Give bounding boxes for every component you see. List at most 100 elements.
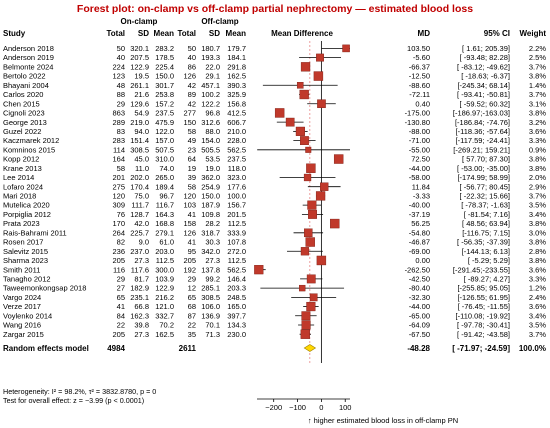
- on-clamp-sd: 182.9: [130, 284, 149, 293]
- x-tick-label: −200: [265, 403, 282, 412]
- off-clamp-mean: 100.0: [227, 192, 246, 201]
- off-clamp-mean: 248.5: [227, 293, 246, 302]
- on-clamp-mean: 203.0: [155, 247, 174, 256]
- off-clamp-sd: 318.7: [201, 228, 220, 237]
- off-clamp-total: 35: [188, 330, 196, 339]
- on-clamp-total: 27: [117, 284, 125, 293]
- study-label: Anderson 2019: [3, 53, 54, 62]
- study-label: Anderson 2018: [3, 44, 54, 53]
- study-label: Mutelica 2020: [3, 201, 50, 210]
- study-md: -46.87: [409, 238, 430, 247]
- off-clamp-sd: 88.0: [205, 127, 220, 136]
- off-clamp-sd: 30.3: [205, 238, 220, 247]
- on-clamp-sd: 207.5: [130, 53, 149, 62]
- on-clamp-sd: 94.0: [134, 127, 149, 136]
- study-md: -32.30: [409, 293, 430, 302]
- study-weight: 3.7%: [529, 90, 546, 99]
- on-clamp-mean: 157.2: [155, 99, 174, 108]
- off-clamp-sd: 99.2: [205, 275, 220, 284]
- study-ci: [ -76.45; -11.55]: [458, 302, 510, 311]
- off-clamp-total: 41: [188, 238, 196, 247]
- off-clamp-mean: 118.0: [228, 164, 246, 173]
- study-md: -55.00: [409, 145, 430, 154]
- study-weight: 2.2%: [529, 44, 546, 53]
- study-label: Chen 2015: [3, 99, 40, 108]
- study-md: -58.00: [409, 173, 430, 182]
- off-clamp-mean: 397.7: [227, 311, 246, 320]
- study-weight: 3.4%: [529, 311, 546, 320]
- on-clamp-sd: 170.4: [130, 182, 149, 191]
- off-clamp-total: 89: [188, 90, 196, 99]
- on-clamp-mean: 225.4: [155, 62, 174, 71]
- on-clamp-sd: 117.6: [131, 265, 149, 274]
- on-clamp-sd: 225.7: [130, 228, 149, 237]
- study-label: Verze 2017: [3, 302, 41, 311]
- on-clamp-sd: 237.0: [130, 247, 149, 256]
- off-clamp-mean: 606.7: [227, 118, 246, 127]
- study-md: -175.00: [405, 109, 430, 118]
- off-clamp-sd: 100.2: [201, 90, 220, 99]
- study-weight: 3.4%: [529, 210, 546, 219]
- header-on-clamp: On-clamp: [121, 17, 158, 26]
- off-clamp-total: 40: [188, 53, 196, 62]
- study-ci: [-110.08; -19.92]: [456, 311, 510, 320]
- effect-box: [305, 237, 315, 247]
- effect-box: [316, 53, 324, 62]
- on-clamp-sd: 219.0: [130, 118, 149, 127]
- off-clamp-mean: 156.7: [227, 201, 246, 210]
- off-clamp-sd: 254.9: [201, 182, 220, 191]
- on-clamp-sd: 202.0: [130, 173, 149, 182]
- study-label: Komninos 2015: [3, 145, 55, 154]
- study-label: Rais-Bahrami 2011: [3, 228, 67, 237]
- study-ci: [-126.55; 61.95]: [457, 293, 510, 302]
- study-label: George 2013: [3, 118, 47, 127]
- effect-box: [299, 89, 309, 100]
- pooled-label: Random effects model: [3, 344, 89, 353]
- on-clamp-sd: 21.6: [134, 90, 149, 99]
- off-clamp-mean: 146.4: [227, 275, 246, 284]
- off-clamp-total: 39: [188, 173, 196, 182]
- study-ci: [ -81.54; 7.16]: [464, 210, 510, 219]
- study-weight: 3.6%: [529, 265, 546, 274]
- effect-box: [300, 247, 310, 256]
- on-clamp-mean: 189.4: [155, 182, 174, 191]
- study-weight: 3.2%: [529, 118, 546, 127]
- off-clamp-sd: 106.0: [201, 302, 220, 311]
- on-clamp-total: 50: [117, 44, 125, 53]
- off-clamp-total: 103: [183, 201, 196, 210]
- off-clamp-sd: 28.2: [205, 219, 220, 228]
- off-clamp-total: 58: [188, 127, 196, 136]
- off-clamp-total: 41: [188, 210, 196, 219]
- on-clamp-mean: 121.0: [155, 302, 174, 311]
- study-weight: 3.0%: [529, 228, 546, 237]
- study-weight: 3.8%: [529, 238, 546, 247]
- study-md: -130.80: [405, 118, 430, 127]
- on-clamp-total: 236: [112, 247, 125, 256]
- off-clamp-mean: 162.5: [227, 72, 246, 81]
- study-weight: 3.8%: [529, 109, 546, 118]
- on-clamp-mean: 122.0: [155, 127, 174, 136]
- study-ci: [ -91.42; -43.58]: [457, 330, 510, 339]
- on-clamp-mean: 310.0: [155, 155, 174, 164]
- on-clamp-mean: 216.2: [155, 293, 174, 302]
- effect-box: [299, 284, 306, 292]
- study-weight: 1.2%: [529, 284, 546, 293]
- off-clamp-sd: 137.8: [201, 265, 220, 274]
- study-label: Bertolo 2022: [3, 72, 46, 81]
- off-clamp-total: 158: [183, 219, 196, 228]
- study-ci: [ -78.37; -1.63]: [461, 201, 510, 210]
- on-clamp-total: 170: [112, 219, 125, 228]
- study-weight: 3.7%: [529, 330, 546, 339]
- study-ci: [ 1.61; 205.39]: [462, 44, 510, 53]
- study-weight: 3.8%: [529, 72, 546, 81]
- on-clamp-total: 283: [112, 136, 125, 145]
- effect-box: [306, 301, 316, 312]
- study-md: 0.40: [415, 99, 430, 108]
- on-clamp-sd: 9.0: [139, 238, 149, 247]
- study-weight: 3.5%: [529, 321, 546, 330]
- on-clamp-sd: 320.1: [130, 44, 149, 53]
- study-md: -12.50: [409, 72, 430, 81]
- study-ci: [ -89.27; 4.27]: [464, 275, 510, 284]
- off-clamp-total: 68: [188, 302, 196, 311]
- effect-box: [330, 218, 340, 229]
